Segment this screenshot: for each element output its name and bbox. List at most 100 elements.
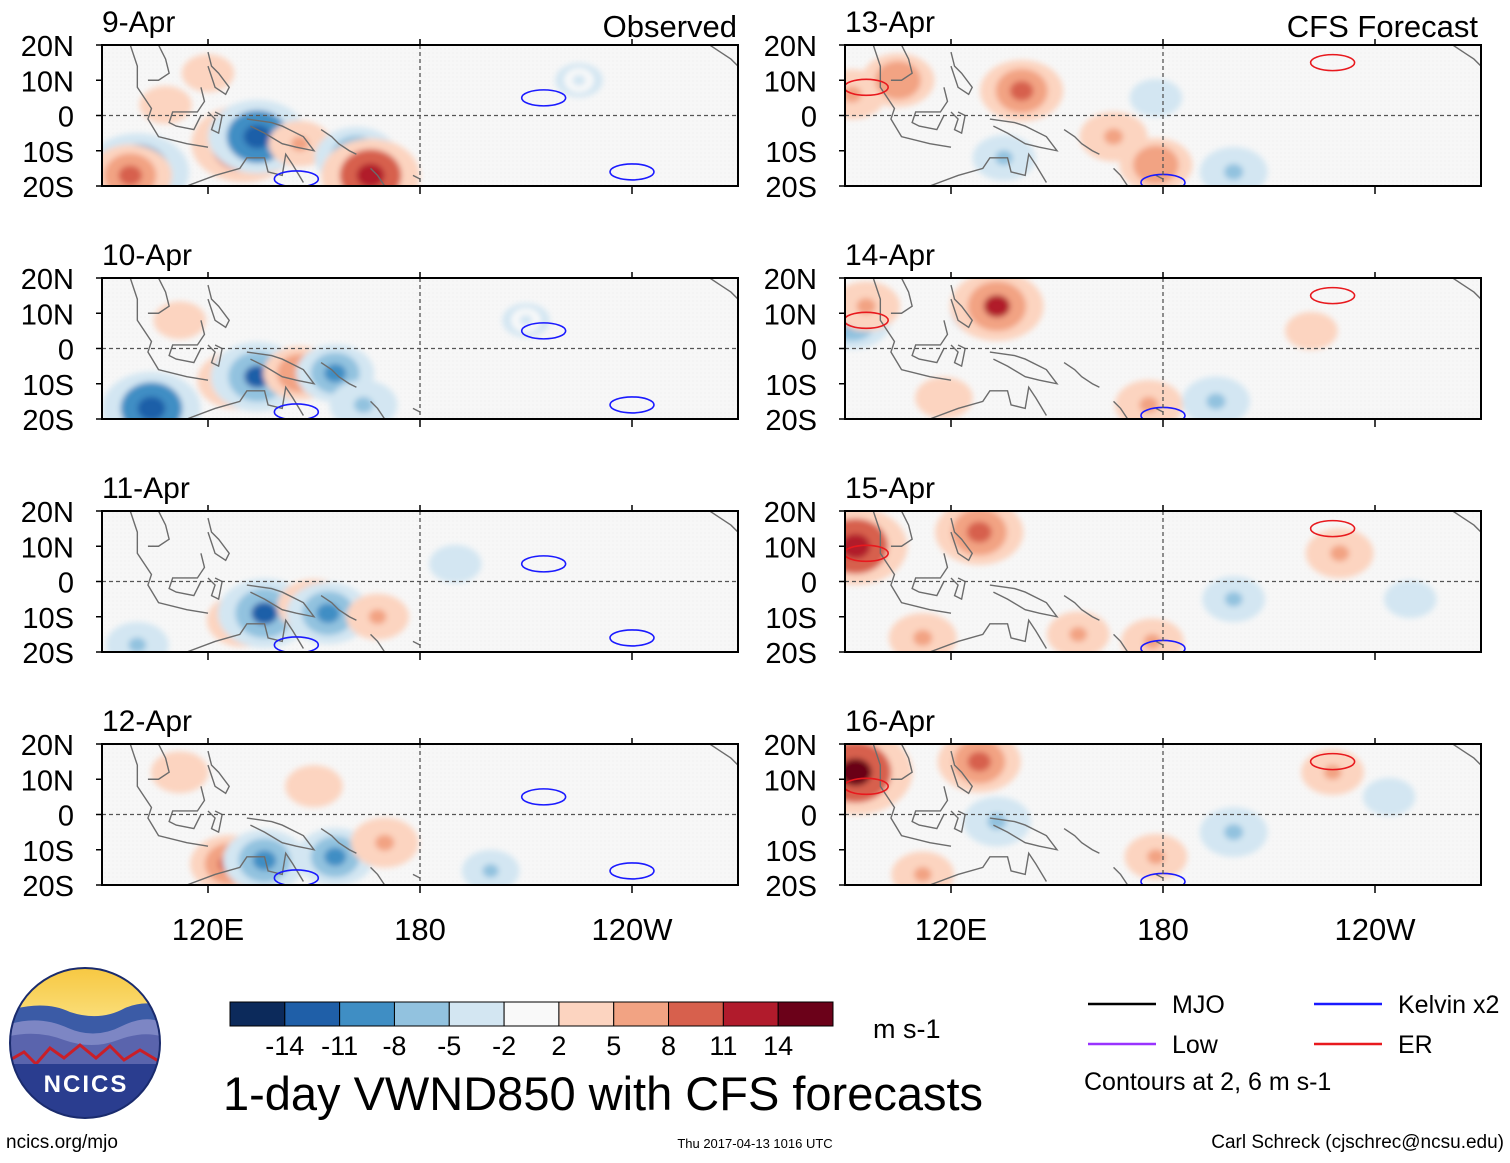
panels-layer: 20N10N010S20S9-Apr20N10N010S20S10-Apr20N… [21,6,1482,903]
coastline [370,866,386,885]
wave-contour [273,403,320,419]
lat-tick-label: 10S [22,137,74,169]
wave-contour [845,544,889,563]
coastline [147,278,170,314]
coastline [872,278,952,381]
wave-contour [845,78,889,97]
anomaly-core [172,314,188,327]
colorbar-segment [229,1001,286,1027]
lat-tick-label: 20N [764,497,817,529]
coastline [890,744,913,780]
lat-tick-label: 20N [21,31,74,63]
lat-tick-label: 10S [22,836,74,868]
coastline [989,584,1059,618]
anomaly-core [1381,790,1397,803]
wave-contour [520,788,567,806]
anomaly-core [353,396,374,413]
coastline [320,595,357,621]
colorbar-segment [448,1001,505,1027]
lat-tick-label: 20S [22,172,74,204]
colorbar-tick-label: -14 [265,1031,304,1061]
anomaly-core [935,391,953,405]
panel-date-label: 15-Apr [845,472,935,505]
anomaly-core [158,98,173,112]
anomaly-core [251,602,278,625]
lon-tick-label: 120W [1335,912,1417,947]
wave-contour [609,862,655,880]
colorbar-tick-label: -8 [382,1031,406,1061]
wave-contour [273,869,320,885]
lat-tick-label: 10N [764,66,817,98]
anomaly-core [1304,324,1319,337]
coastline [412,407,421,413]
anomaly-core [913,867,932,882]
coastline [370,167,386,186]
lon-tick-label: 120E [172,912,244,947]
colorbar-tick-label: -11 [321,1031,358,1061]
lat-tick-label: 20N [764,31,817,63]
lat-tick-label: 10N [21,765,74,797]
wave-contour [845,311,889,330]
coastline [1113,633,1129,652]
coastline [168,87,206,131]
colorbar: -14 -11 -8 -5 -2 2 5 8 11 14 [229,1001,834,1061]
coastline [168,553,206,597]
anomaly-core [1147,849,1165,865]
coastline [929,385,1047,419]
coastline [1155,174,1164,180]
coastline [1155,640,1164,646]
legend-label: ER [1398,1031,1433,1059]
legend-label: Kelvin x2 [1398,991,1499,1019]
coastline [929,152,1047,186]
anomaly-core [1330,545,1350,562]
coastline [1063,362,1100,388]
coastline [1113,866,1129,885]
wave-contour [1309,519,1356,538]
lat-tick-label: 0 [58,335,74,367]
coastline [1063,828,1100,854]
colorbar-segment [503,1001,560,1027]
footer-credit: Carl Schreck (cjschrec@ncsu.edu) [1211,1132,1504,1153]
coastline [207,810,223,834]
wave-contour [1309,752,1356,771]
coastline [1063,129,1100,155]
lon-tick-label: 180 [1137,912,1189,947]
lat-tick-label: 10S [765,836,817,868]
coastline [186,152,304,186]
coastline [890,278,913,314]
coastline [147,744,170,780]
anomaly-core [482,864,499,878]
anomaly-core [137,396,166,419]
colorbar-segment [722,1001,779,1027]
coastline [709,511,738,533]
lat-tick-label: 20N [21,497,74,529]
wave-contour [609,396,655,414]
colorbar-tick-label: 2 [551,1031,566,1061]
coastline [1155,873,1164,879]
coastline [950,111,966,135]
longitude-axes: 120E 180 120W 120E 180 120W [172,912,1416,947]
colorbar-segment [284,1001,341,1027]
coastline [950,750,974,795]
footer-url[interactable]: ncics.org/mjo [6,1132,118,1153]
lat-tick-label: 0 [58,568,74,600]
coastline [989,817,1059,851]
footer-timestamp: Thu 2017-04-13 1016 UTC [677,1136,832,1151]
anomaly-core [967,751,991,772]
panel-date-label: 13-Apr [845,6,935,39]
anomaly-core [375,834,395,851]
wave-contour [520,322,567,340]
coastline [207,344,223,368]
anomaly-core [1139,396,1159,413]
anomaly-core [1009,80,1034,101]
lat-tick-label: 10S [765,370,817,402]
coastline [207,517,231,562]
legend-label: MJO [1172,991,1225,1019]
wave-contour [1309,286,1356,305]
legend-label: Low [1172,1031,1219,1059]
coastline [1155,407,1164,413]
lat-tick-label: 20S [765,405,817,437]
lat-tick-label: 0 [801,568,817,600]
